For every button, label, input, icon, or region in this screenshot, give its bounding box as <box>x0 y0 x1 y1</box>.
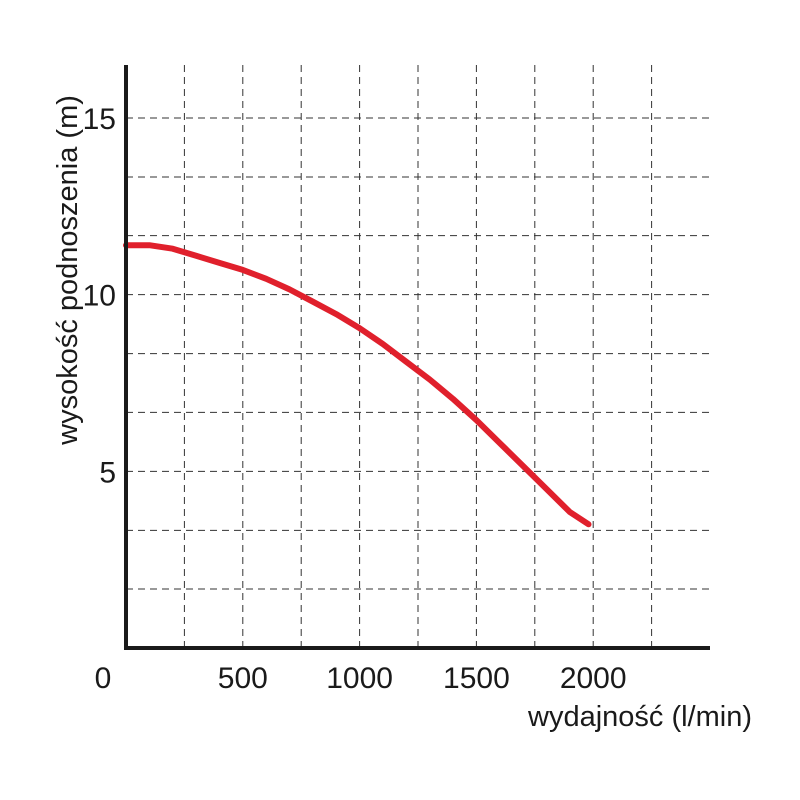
grid-lines <box>126 65 710 648</box>
y-tick-label: 15 <box>83 103 116 136</box>
x-tick-label: 0 <box>95 662 112 695</box>
y-axis-label: wysokość podnoszenia (m) <box>52 95 84 446</box>
x-tick-label: 500 <box>218 662 268 695</box>
x-tick-label: 2000 <box>560 662 627 695</box>
series-layer <box>123 242 592 528</box>
x-axis-label: wydajność (l/min) <box>527 701 752 733</box>
y-tick-label: 5 <box>99 456 116 489</box>
x-tick-label: 1000 <box>326 662 393 695</box>
x-tick-label: 1500 <box>443 662 510 695</box>
y-tick-label: 10 <box>83 280 116 313</box>
tick-labels: 0 500 1000 1500 2000 5 10 15 <box>83 103 627 695</box>
series-line <box>123 242 592 528</box>
